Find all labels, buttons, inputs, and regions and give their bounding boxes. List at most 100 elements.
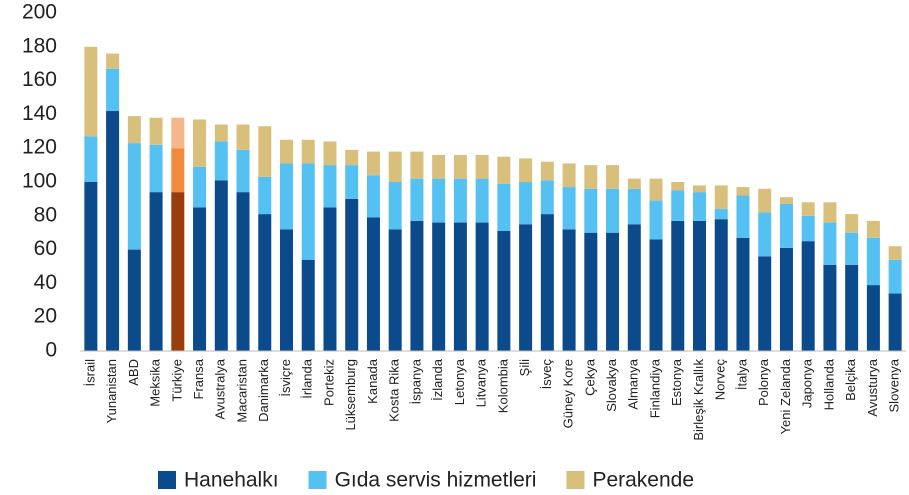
bar-segment — [649, 200, 663, 240]
bar-segment — [280, 139, 293, 164]
y-tick-label: 60 — [34, 237, 57, 260]
bar-segment — [345, 198, 359, 351]
bar-segment — [149, 144, 163, 193]
bar-segment — [736, 237, 750, 351]
bar-segment — [388, 229, 402, 351]
legend-label: Gıda servis hizmetleri — [335, 469, 537, 492]
x-tick-label: Estonya — [669, 358, 684, 406]
x-tick-label: Polonya — [756, 358, 771, 406]
x-tick-label: Hollanda — [821, 358, 836, 410]
bar-segment — [193, 207, 207, 351]
y-tick-label: 140 — [22, 102, 57, 125]
bar-segment — [453, 154, 467, 179]
bar-segment — [84, 46, 98, 137]
bar-segment — [736, 195, 750, 238]
bar-segment — [845, 232, 859, 265]
bar-segment — [410, 220, 424, 351]
bar-segment — [258, 126, 272, 177]
bar-segment — [432, 178, 446, 223]
bar-segment — [758, 188, 772, 213]
x-tick-label: İtalya — [734, 358, 749, 390]
y-tick-label: 40 — [34, 271, 57, 294]
x-tick-label: İsrail — [82, 359, 97, 387]
y-tick-label: 180 — [22, 34, 57, 57]
bar-segment — [693, 220, 706, 351]
bar-segment — [714, 219, 728, 351]
bar-segment — [562, 163, 576, 188]
bar-segment — [149, 192, 163, 351]
bar-segment — [693, 192, 706, 221]
y-tick-label: 160 — [22, 68, 57, 91]
bar-segment — [497, 183, 511, 232]
bar-segment — [127, 249, 141, 351]
bar-segment — [540, 180, 554, 215]
bar-segment — [323, 207, 337, 351]
bar-segment — [366, 217, 380, 351]
bar-segment — [519, 224, 533, 351]
bar-segment — [84, 182, 98, 351]
x-tick-label: Slovakya — [604, 358, 619, 412]
bar-segment — [823, 222, 837, 265]
bar-segment — [823, 264, 837, 351]
legend-swatch — [308, 471, 327, 489]
legend-swatch — [566, 471, 585, 489]
bar-segment — [866, 237, 880, 286]
bar-segment — [106, 53, 120, 69]
bar-segment — [714, 185, 728, 210]
bar-segment — [779, 247, 793, 351]
x-tick-label: İspanya — [408, 358, 423, 404]
x-tick-label: Şili — [517, 359, 532, 376]
bar-segment — [280, 163, 293, 230]
bar-segment — [779, 197, 793, 204]
y-tick-label: 0 — [45, 339, 57, 362]
bar-segment — [171, 117, 185, 149]
x-tick-label: Fransa — [191, 358, 206, 399]
bar-segment — [627, 224, 641, 351]
legend-swatch — [158, 471, 176, 489]
bar-segment — [845, 264, 859, 351]
x-tick-label: Türkiye — [169, 359, 184, 402]
y-tick-label: 80 — [34, 203, 57, 226]
x-tick-label: Letonya — [452, 358, 467, 405]
bar-segment — [323, 141, 337, 166]
bar-segment — [497, 231, 511, 351]
bar-segment — [497, 156, 511, 184]
bar-segment — [84, 136, 98, 182]
x-tick-label: Danimarka — [256, 358, 271, 422]
bar-segment — [432, 222, 446, 351]
bar-segment — [214, 180, 228, 351]
bar-segment — [562, 229, 576, 351]
bar-segment — [193, 166, 207, 208]
y-tick-label: 100 — [22, 170, 57, 193]
bar-segment — [236, 149, 250, 193]
bar-segment — [258, 176, 272, 215]
bar-segment — [801, 202, 815, 216]
bar-segment — [475, 222, 489, 351]
bar-segment — [671, 182, 685, 191]
bar-segment — [171, 148, 185, 193]
bar-segment — [758, 256, 772, 351]
bar-segment — [540, 161, 554, 181]
x-tick-label: Portekiz — [321, 359, 336, 406]
bar-segment — [214, 141, 228, 181]
bar-segment — [236, 124, 250, 150]
x-tick-label: Litvanya — [474, 358, 489, 407]
bar-segment — [453, 178, 467, 223]
x-tick-label: Avustralya — [213, 358, 228, 419]
bar-segment — [301, 139, 315, 164]
bar-segment — [345, 165, 359, 199]
bar-segment — [519, 158, 533, 182]
bar-segment — [584, 165, 598, 189]
bar-segment — [584, 188, 598, 233]
x-tick-label: Norveç — [713, 359, 728, 401]
bar-segment — [366, 151, 380, 176]
x-tick-label: Finlandiya — [647, 358, 662, 418]
bar-segment — [193, 119, 207, 167]
bar-segment — [301, 163, 315, 260]
y-tick-label: 120 — [22, 136, 57, 159]
bar-segment — [127, 116, 141, 144]
bar-segment — [519, 182, 533, 225]
x-tick-label: Kolombia — [495, 358, 510, 413]
bar-segment — [301, 259, 315, 351]
